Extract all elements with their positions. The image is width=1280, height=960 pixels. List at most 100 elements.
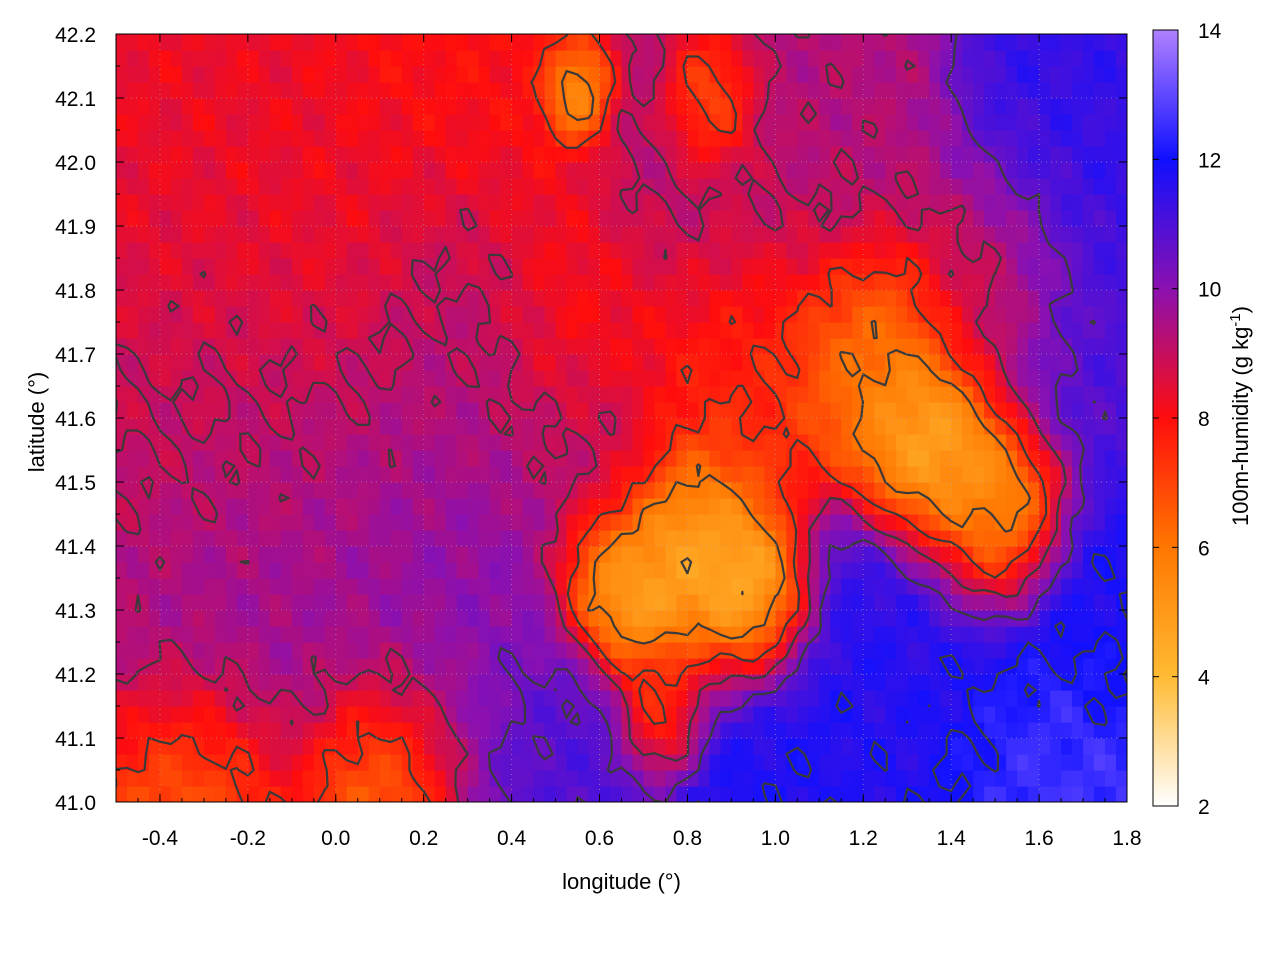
field-cell <box>1028 354 1040 371</box>
field-cell <box>599 594 612 611</box>
field-cell <box>467 162 480 179</box>
field-cell <box>753 322 765 339</box>
field-cell <box>1105 450 1117 467</box>
field-cell <box>676 674 689 691</box>
field-cell <box>225 178 238 195</box>
field-cell <box>1061 578 1073 595</box>
field-cell <box>225 642 238 659</box>
field-cell <box>643 434 656 451</box>
field-cell <box>1094 354 1106 371</box>
field-cell <box>445 370 458 387</box>
field-cell <box>632 50 645 67</box>
field-cell <box>1017 562 1029 579</box>
field-cell <box>445 562 458 579</box>
field-cell <box>632 386 645 403</box>
field-cell <box>214 498 227 515</box>
field-cell <box>665 722 678 739</box>
field-cell <box>258 658 271 675</box>
field-cell <box>423 50 436 67</box>
field-cell <box>412 626 425 643</box>
field-cell <box>170 322 183 339</box>
field-cell <box>764 82 776 99</box>
field-cell <box>918 274 930 291</box>
field-cell <box>1083 258 1095 275</box>
field-cell <box>269 402 282 419</box>
field-cell <box>599 274 612 291</box>
field-cell <box>929 370 941 387</box>
field-cell <box>181 226 194 243</box>
field-cell <box>401 754 414 771</box>
field-cell <box>1072 658 1084 675</box>
field-cell <box>544 754 557 771</box>
field-cell <box>896 578 908 595</box>
field-cell <box>324 642 337 659</box>
field-cell <box>764 434 776 451</box>
field-cell <box>434 466 447 483</box>
field-cell <box>896 466 908 483</box>
field-cell <box>742 130 754 147</box>
field-cell <box>863 338 875 355</box>
field-cell <box>302 482 315 499</box>
field-cell <box>269 114 282 131</box>
field-cell <box>1039 338 1051 355</box>
field-cell <box>116 306 128 323</box>
field-cell <box>214 754 227 771</box>
field-cell <box>225 514 238 531</box>
field-cell <box>434 754 447 771</box>
field-cell <box>1017 402 1029 419</box>
field-cell <box>973 290 985 307</box>
field-cell <box>973 98 985 115</box>
field-cell <box>489 658 502 675</box>
field-cell <box>116 562 128 579</box>
field-cell <box>665 50 678 67</box>
field-cell <box>225 562 238 579</box>
field-cell <box>709 82 721 99</box>
field-cell <box>632 498 645 515</box>
field-cell <box>181 434 194 451</box>
field-cell <box>313 642 326 659</box>
field-cell <box>1028 162 1040 179</box>
field-cell <box>874 114 886 131</box>
field-cell <box>467 754 480 771</box>
field-cell <box>225 722 238 739</box>
field-cell <box>368 66 381 83</box>
field-cell <box>566 786 579 802</box>
field-cell <box>654 434 667 451</box>
field-cell <box>995 194 1007 211</box>
field-cell <box>962 722 974 739</box>
field-cell <box>126 322 139 339</box>
field-cell <box>544 402 557 419</box>
field-cell <box>423 754 436 771</box>
field-cell <box>181 242 194 259</box>
field-cell <box>863 674 875 691</box>
field-cell <box>907 578 919 595</box>
field-cell <box>247 402 260 419</box>
field-cell <box>126 306 139 323</box>
field-cell <box>841 274 853 291</box>
field-cell <box>698 722 711 739</box>
field-cell <box>621 130 634 147</box>
field-cell <box>654 610 667 627</box>
field-cell <box>500 434 513 451</box>
field-cell <box>280 162 293 179</box>
field-cell <box>412 290 425 307</box>
field-cell <box>533 258 546 275</box>
field-cell <box>973 674 985 691</box>
field-cell <box>148 706 161 723</box>
field-cell <box>225 706 238 723</box>
field-cell <box>720 370 732 387</box>
field-cell <box>214 162 227 179</box>
field-cell <box>346 194 359 211</box>
field-cell <box>335 402 348 419</box>
field-cell <box>401 578 414 595</box>
field-cell <box>973 722 985 739</box>
field-cell <box>610 658 623 675</box>
field-cell <box>742 242 754 259</box>
field-cell <box>159 130 172 147</box>
field-cell <box>1105 338 1117 355</box>
field-cell <box>423 82 436 99</box>
field-cell <box>445 114 458 131</box>
field-cell <box>1039 610 1051 627</box>
field-cell <box>445 146 458 163</box>
field-cell <box>830 434 842 451</box>
